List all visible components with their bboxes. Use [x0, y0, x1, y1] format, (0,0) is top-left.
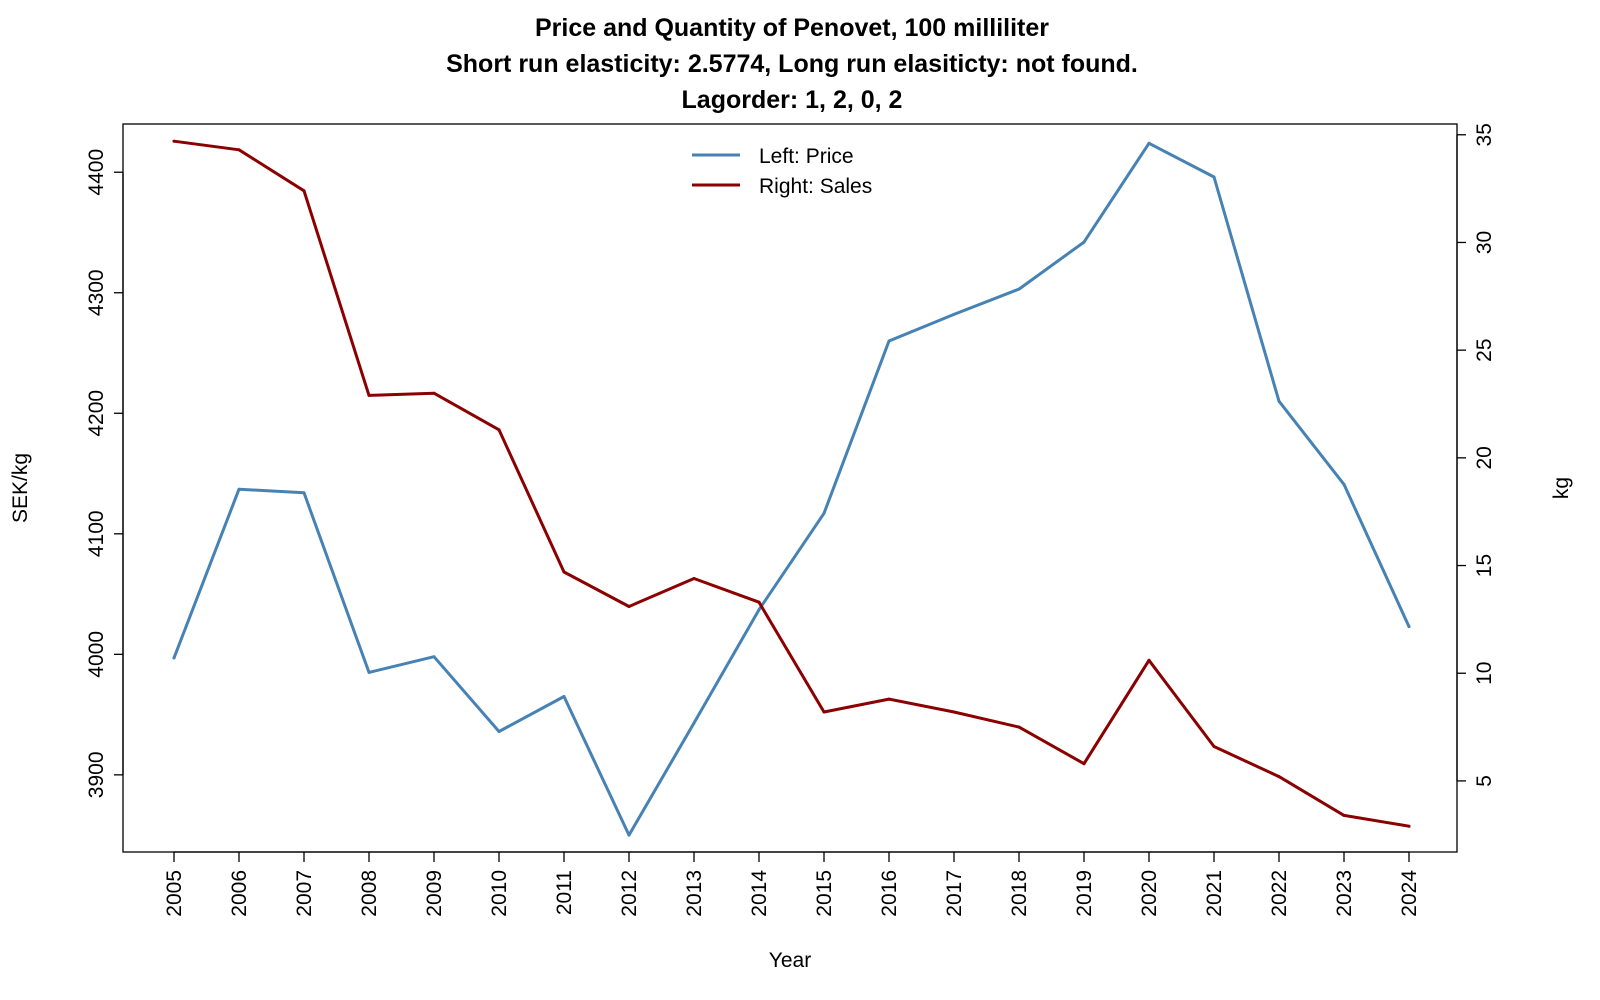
series-point-sales-2007: [302, 189, 306, 193]
series-point-sales-2014: [757, 600, 761, 604]
x-axis-tick-label-2012: 2012: [618, 870, 641, 917]
series-point-price-2019: [1082, 240, 1086, 244]
series-line-sales: [172, 139, 1411, 828]
series-point-price-2022: [1277, 399, 1281, 403]
series-point-sales-2019: [1082, 762, 1086, 766]
series-point-sales-2012: [627, 605, 631, 608]
x-axis-tick-label-2023: 2023: [1333, 870, 1356, 917]
x-axis-tick-label-2020: 2020: [1138, 870, 1161, 917]
series-point-price-2017: [952, 312, 956, 316]
right-axis-tick-label-5: 5: [1473, 775, 1496, 787]
chart-title-line-2: Short run elasticity: 2.5774, Long run e…: [446, 50, 1138, 78]
right-axis-tick-label-20: 20: [1473, 446, 1496, 469]
series-point-price-2018: [1017, 287, 1021, 291]
series-point-price-2008: [367, 670, 371, 674]
right-axis-tick-label-25: 25: [1473, 338, 1496, 361]
series-point-sales-2010: [497, 428, 501, 432]
chart-title-line-1: Price and Quantity of Penovet, 100 milli…: [535, 14, 1049, 42]
series-point-sales-2023: [1342, 813, 1346, 817]
x-axis-tick-label-2022: 2022: [1268, 870, 1291, 917]
x-axis-tick-label-2024: 2024: [1398, 870, 1421, 917]
series-point-sales-2013: [692, 577, 696, 580]
x-axis-tick-label-2006: 2006: [228, 870, 251, 917]
series-point-sales-2009: [432, 391, 436, 395]
left-y-axis: 3900 4000 4100 4200 4300 4400: [85, 149, 124, 799]
legend: Left: Price Right: Sales: [692, 145, 872, 198]
series-point-sales-2022: [1277, 775, 1281, 779]
series-point-price-2011: [562, 695, 566, 698]
series-point-price-2007: [302, 491, 306, 495]
x-axis-tick-label-2016: 2016: [878, 870, 901, 917]
left-axis-tick-label-4300: 4300: [85, 269, 108, 316]
x-axis-tick-label-2013: 2013: [683, 870, 706, 917]
plot-frame: [122, 123, 1458, 853]
series-point-sales-2015: [822, 710, 826, 714]
x-axis-tick-label-2017: 2017: [943, 870, 966, 917]
series-point-sales-2021: [1212, 745, 1216, 748]
series-point-price-2006: [237, 487, 241, 491]
series-point-price-2013: [692, 721, 696, 725]
right-axis-tick-label-30: 30: [1473, 231, 1496, 254]
series-point-sales-2008: [367, 393, 371, 397]
x-axis-tick-label-2015: 2015: [813, 870, 836, 917]
x-axis-tick-label-2010: 2010: [488, 870, 511, 917]
series-point-price-2020: [1147, 141, 1151, 145]
series-point-sales-2020: [1147, 658, 1151, 662]
series-point-price-2016: [887, 339, 891, 343]
series-point-price-2021: [1212, 175, 1216, 179]
x-axis-tick-label-2005: 2005: [163, 870, 186, 917]
series-point-sales-2016: [887, 697, 891, 701]
left-axis-tick-label-4400: 4400: [85, 149, 108, 196]
series-point-price-2014: [757, 608, 761, 612]
series-point-price-2024: [1407, 625, 1411, 629]
series-point-price-2009: [432, 655, 436, 659]
series-point-sales-2017: [952, 710, 956, 714]
series-point-price-2012: [627, 833, 631, 837]
series-line-price: [172, 141, 1411, 837]
series-point-sales-2018: [1017, 725, 1021, 729]
right-axis-tick-label-15: 15: [1473, 554, 1496, 577]
series-point-price-2015: [822, 511, 826, 515]
x-axis-label: Year: [769, 949, 811, 972]
left-y-axis-label: SEK/kg: [9, 453, 32, 523]
chart-title-line-3: Lagorder: 1, 2, 0, 2: [682, 86, 903, 114]
x-axis-tick-label-2019: 2019: [1073, 870, 1096, 917]
series-point-sales-2024: [1407, 824, 1411, 828]
x-axis-tick-label-2018: 2018: [1008, 870, 1031, 917]
series-point-price-2005: [172, 656, 176, 660]
x-axis-tick-label-2011: 2011: [553, 870, 576, 915]
series-point-price-2010: [497, 730, 501, 733]
legend-label-sales: Right: Sales: [759, 175, 872, 198]
left-axis-tick-label-4200: 4200: [85, 390, 108, 437]
right-y-axis-label: kg: [1550, 477, 1573, 499]
x-axis: 2005 2006 2007 2008 2009 2010 2011 2012 2013 2014…: [163, 851, 1421, 917]
x-axis-tick-label-2009: 2009: [423, 870, 446, 917]
series-point-sales-2005: [172, 139, 176, 143]
left-axis-tick-label-4000: 4000: [85, 631, 108, 678]
legend-label-price: Left: Price: [759, 145, 854, 168]
chart-title: Price and Quantity of Penovet, 100 milli…: [446, 14, 1138, 114]
x-axis-tick-label-2021: 2021: [1203, 870, 1226, 917]
left-axis-tick-label-4100: 4100: [85, 510, 108, 557]
right-y-axis: 5 10 15 20 25 30 35: [1456, 123, 1496, 787]
series-point-sales-2011: [562, 570, 566, 574]
series-point-sales-2006: [237, 148, 241, 152]
x-axis-tick-label-2007: 2007: [293, 870, 316, 917]
series-layer: [172, 139, 1411, 837]
x-axis-tick-label-2014: 2014: [748, 870, 771, 917]
series-point-price-2023: [1342, 482, 1346, 486]
right-axis-tick-label-10: 10: [1473, 662, 1496, 685]
x-axis-tick-label-2008: 2008: [358, 870, 381, 917]
left-axis-tick-label-3900: 3900: [85, 752, 108, 799]
right-axis-tick-label-35: 35: [1473, 123, 1496, 146]
